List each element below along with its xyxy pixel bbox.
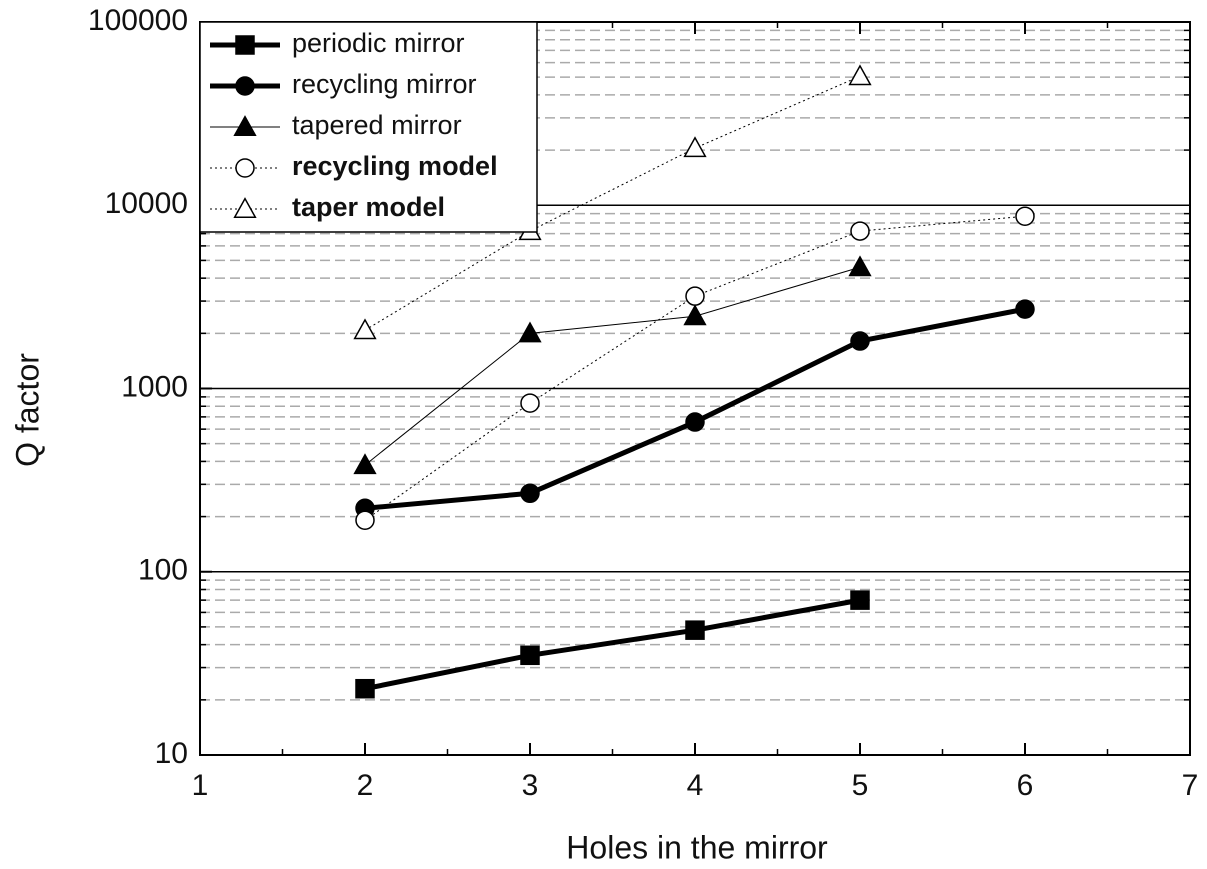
series-line: [364, 266, 861, 466]
y-tick-label: 100000: [88, 4, 188, 37]
marker: [235, 158, 255, 178]
marker: [850, 221, 870, 241]
marker: [683, 304, 707, 326]
y-tick-label: 100: [138, 554, 188, 587]
x-tick-label: 1: [192, 769, 209, 802]
legend-label: periodic mirror: [292, 28, 465, 58]
marker: [685, 620, 705, 640]
marker: [520, 645, 540, 666]
series-line: [364, 597, 861, 692]
y-tick-label: 1000: [121, 370, 188, 403]
legend-label: taper model: [292, 192, 445, 222]
marker: [233, 197, 257, 219]
legend-label: recycling mirror: [292, 69, 477, 99]
marker: [848, 64, 872, 86]
y-tick-label: 10: [155, 737, 188, 770]
marker: [353, 318, 377, 340]
marker: [235, 35, 255, 55]
marker: [355, 510, 375, 531]
marker: [1015, 206, 1035, 226]
x-tick-label: 4: [687, 769, 704, 802]
legend-label: recycling model: [292, 151, 498, 181]
marker: [520, 483, 540, 504]
legend-label: tapered mirror: [292, 110, 462, 140]
marker: [683, 136, 707, 158]
x-axis-title: Holes in the mirror: [566, 829, 828, 865]
marker: [520, 393, 540, 413]
marker: [353, 453, 377, 475]
marker: [850, 590, 870, 610]
marker: [355, 678, 375, 699]
plot-frame: [199, 21, 1191, 756]
marker: [848, 255, 872, 277]
marker: [235, 76, 255, 96]
marker: [518, 321, 542, 343]
marker: [233, 115, 257, 137]
y-axis-title: Q factor: [9, 353, 45, 467]
x-tick-label: 5: [852, 769, 869, 802]
series-line: [364, 306, 1026, 511]
series-line: [364, 215, 1026, 521]
x-tick-label: 3: [522, 769, 539, 802]
marker: [685, 286, 705, 306]
x-tick-label: 2: [357, 769, 374, 802]
x-tick-label: 6: [1017, 769, 1034, 802]
marker: [850, 331, 870, 351]
marker: [685, 412, 705, 432]
series-line: [364, 75, 861, 331]
y-tick-label: 10000: [105, 187, 188, 220]
marker: [1015, 299, 1035, 319]
x-tick-label: 7: [1182, 769, 1199, 802]
